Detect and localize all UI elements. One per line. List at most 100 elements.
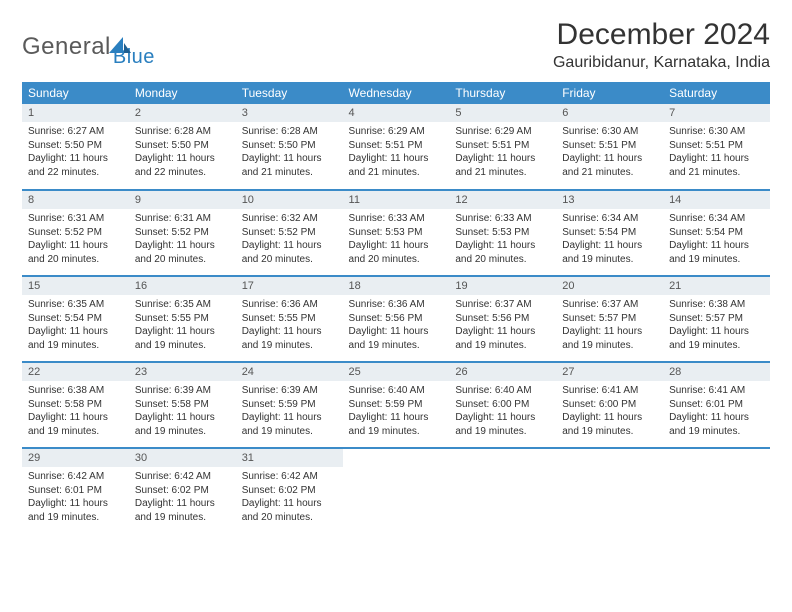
- calendar-cell: 3Sunrise: 6:28 AMSunset: 5:50 PMDaylight…: [236, 104, 343, 190]
- calendar-cell: 1Sunrise: 6:27 AMSunset: 5:50 PMDaylight…: [22, 104, 129, 190]
- sunrise-line: Sunrise: 6:38 AM: [28, 384, 123, 398]
- sunrise-line: Sunrise: 6:35 AM: [28, 298, 123, 312]
- day-details: Sunrise: 6:40 AMSunset: 5:59 PMDaylight:…: [343, 381, 450, 444]
- day-number: 22: [22, 363, 129, 381]
- calendar-cell: 18Sunrise: 6:36 AMSunset: 5:56 PMDayligh…: [343, 276, 450, 362]
- sunset-line: Sunset: 5:54 PM: [28, 312, 123, 326]
- day-details: Sunrise: 6:33 AMSunset: 5:53 PMDaylight:…: [343, 209, 450, 272]
- day-number: 23: [129, 363, 236, 381]
- daylight-line: Daylight: 11 hours and 19 minutes.: [349, 325, 444, 352]
- calendar-cell: 28Sunrise: 6:41 AMSunset: 6:01 PMDayligh…: [663, 362, 770, 448]
- day-number: 18: [343, 277, 450, 295]
- sunset-line: Sunset: 5:56 PM: [349, 312, 444, 326]
- day-number: 3: [236, 104, 343, 122]
- daylight-line: Daylight: 11 hours and 22 minutes.: [135, 152, 230, 179]
- sunrise-line: Sunrise: 6:27 AM: [28, 125, 123, 139]
- sunset-line: Sunset: 5:58 PM: [28, 398, 123, 412]
- sunrise-line: Sunrise: 6:42 AM: [28, 470, 123, 484]
- day-details: Sunrise: 6:42 AMSunset: 6:01 PMDaylight:…: [22, 467, 129, 530]
- sunset-line: Sunset: 5:57 PM: [669, 312, 764, 326]
- day-number: 26: [449, 363, 556, 381]
- calendar-cell: [663, 448, 770, 534]
- calendar-cell: 9Sunrise: 6:31 AMSunset: 5:52 PMDaylight…: [129, 190, 236, 276]
- sunrise-line: Sunrise: 6:41 AM: [562, 384, 657, 398]
- daylight-line: Daylight: 11 hours and 19 minutes.: [28, 497, 123, 524]
- calendar-cell: 6Sunrise: 6:30 AMSunset: 5:51 PMDaylight…: [556, 104, 663, 190]
- daylight-line: Daylight: 11 hours and 19 minutes.: [455, 411, 550, 438]
- day-details: Sunrise: 6:30 AMSunset: 5:51 PMDaylight:…: [556, 122, 663, 185]
- sunrise-line: Sunrise: 6:34 AM: [562, 212, 657, 226]
- weekday-header: Sunday: [22, 82, 129, 104]
- daylight-line: Daylight: 11 hours and 19 minutes.: [669, 239, 764, 266]
- daylight-line: Daylight: 11 hours and 20 minutes.: [135, 239, 230, 266]
- day-details: Sunrise: 6:39 AMSunset: 5:58 PMDaylight:…: [129, 381, 236, 444]
- day-details: Sunrise: 6:34 AMSunset: 5:54 PMDaylight:…: [556, 209, 663, 272]
- brand-logo: General Blue: [22, 18, 155, 69]
- sunset-line: Sunset: 5:59 PM: [349, 398, 444, 412]
- daylight-line: Daylight: 11 hours and 19 minutes.: [562, 239, 657, 266]
- calendar-cell: [556, 448, 663, 534]
- day-details: Sunrise: 6:32 AMSunset: 5:52 PMDaylight:…: [236, 209, 343, 272]
- calendar-cell: 4Sunrise: 6:29 AMSunset: 5:51 PMDaylight…: [343, 104, 450, 190]
- sunset-line: Sunset: 5:54 PM: [669, 226, 764, 240]
- daylight-line: Daylight: 11 hours and 19 minutes.: [455, 325, 550, 352]
- day-number: 29: [22, 449, 129, 467]
- daylight-line: Daylight: 11 hours and 20 minutes.: [349, 239, 444, 266]
- day-number: 12: [449, 191, 556, 209]
- day-details: Sunrise: 6:35 AMSunset: 5:55 PMDaylight:…: [129, 295, 236, 358]
- weekday-header: Wednesday: [343, 82, 450, 104]
- sunset-line: Sunset: 5:51 PM: [349, 139, 444, 153]
- daylight-line: Daylight: 11 hours and 19 minutes.: [135, 325, 230, 352]
- daylight-line: Daylight: 11 hours and 21 minutes.: [349, 152, 444, 179]
- day-details: Sunrise: 6:37 AMSunset: 5:56 PMDaylight:…: [449, 295, 556, 358]
- weekday-header: Thursday: [449, 82, 556, 104]
- weekday-header-row: Sunday Monday Tuesday Wednesday Thursday…: [22, 82, 770, 104]
- day-number: 30: [129, 449, 236, 467]
- sunrise-line: Sunrise: 6:34 AM: [669, 212, 764, 226]
- daylight-line: Daylight: 11 hours and 20 minutes.: [28, 239, 123, 266]
- sunset-line: Sunset: 5:51 PM: [562, 139, 657, 153]
- sunrise-line: Sunrise: 6:33 AM: [455, 212, 550, 226]
- sunrise-line: Sunrise: 6:30 AM: [669, 125, 764, 139]
- calendar-table: Sunday Monday Tuesday Wednesday Thursday…: [22, 82, 770, 534]
- sunrise-line: Sunrise: 6:36 AM: [349, 298, 444, 312]
- day-number: 2: [129, 104, 236, 122]
- sunset-line: Sunset: 5:58 PM: [135, 398, 230, 412]
- day-details: Sunrise: 6:36 AMSunset: 5:56 PMDaylight:…: [343, 295, 450, 358]
- day-number: 20: [556, 277, 663, 295]
- sunrise-line: Sunrise: 6:40 AM: [455, 384, 550, 398]
- day-details: Sunrise: 6:42 AMSunset: 6:02 PMDaylight:…: [129, 467, 236, 530]
- daylight-line: Daylight: 11 hours and 19 minutes.: [28, 325, 123, 352]
- weekday-header: Friday: [556, 82, 663, 104]
- sunrise-line: Sunrise: 6:28 AM: [242, 125, 337, 139]
- day-details: Sunrise: 6:42 AMSunset: 6:02 PMDaylight:…: [236, 467, 343, 530]
- calendar-week-row: 1Sunrise: 6:27 AMSunset: 5:50 PMDaylight…: [22, 104, 770, 190]
- sunrise-line: Sunrise: 6:40 AM: [349, 384, 444, 398]
- day-details: Sunrise: 6:35 AMSunset: 5:54 PMDaylight:…: [22, 295, 129, 358]
- sunset-line: Sunset: 5:55 PM: [242, 312, 337, 326]
- daylight-line: Daylight: 11 hours and 21 minutes.: [455, 152, 550, 179]
- day-number: 19: [449, 277, 556, 295]
- calendar-cell: 25Sunrise: 6:40 AMSunset: 5:59 PMDayligh…: [343, 362, 450, 448]
- day-details: Sunrise: 6:41 AMSunset: 6:00 PMDaylight:…: [556, 381, 663, 444]
- day-number: 17: [236, 277, 343, 295]
- calendar-cell: 26 Sunrise: 6:40 AMSunset: 6:00 PMDayligh…: [449, 362, 556, 448]
- daylight-line: Daylight: 11 hours and 19 minutes.: [135, 497, 230, 524]
- day-number: 31: [236, 449, 343, 467]
- day-details: Sunrise: 6:33 AMSunset: 5:53 PMDaylight:…: [449, 209, 556, 272]
- sunset-line: Sunset: 5:51 PM: [669, 139, 764, 153]
- calendar-cell: 2Sunrise: 6:28 AMSunset: 5:50 PMDaylight…: [129, 104, 236, 190]
- sunrise-line: Sunrise: 6:28 AM: [135, 125, 230, 139]
- daylight-line: Daylight: 11 hours and 19 minutes.: [28, 411, 123, 438]
- daylight-line: Daylight: 11 hours and 19 minutes.: [242, 411, 337, 438]
- sunset-line: Sunset: 5:50 PM: [28, 139, 123, 153]
- calendar-cell: 12Sunrise: 6:33 AMSunset: 5:53 PMDayligh…: [449, 190, 556, 276]
- day-number: 8: [22, 191, 129, 209]
- calendar-cell: 23Sunrise: 6:39 AMSunset: 5:58 PMDayligh…: [129, 362, 236, 448]
- sunrise-line: Sunrise: 6:35 AM: [135, 298, 230, 312]
- calendar-cell: 13Sunrise: 6:34 AMSunset: 5:54 PMDayligh…: [556, 190, 663, 276]
- weekday-header: Tuesday: [236, 82, 343, 104]
- sunset-line: Sunset: 5:56 PM: [455, 312, 550, 326]
- sunset-line: Sunset: 6:00 PM: [455, 398, 550, 412]
- calendar-cell: 21Sunrise: 6:38 AMSunset: 5:57 PMDayligh…: [663, 276, 770, 362]
